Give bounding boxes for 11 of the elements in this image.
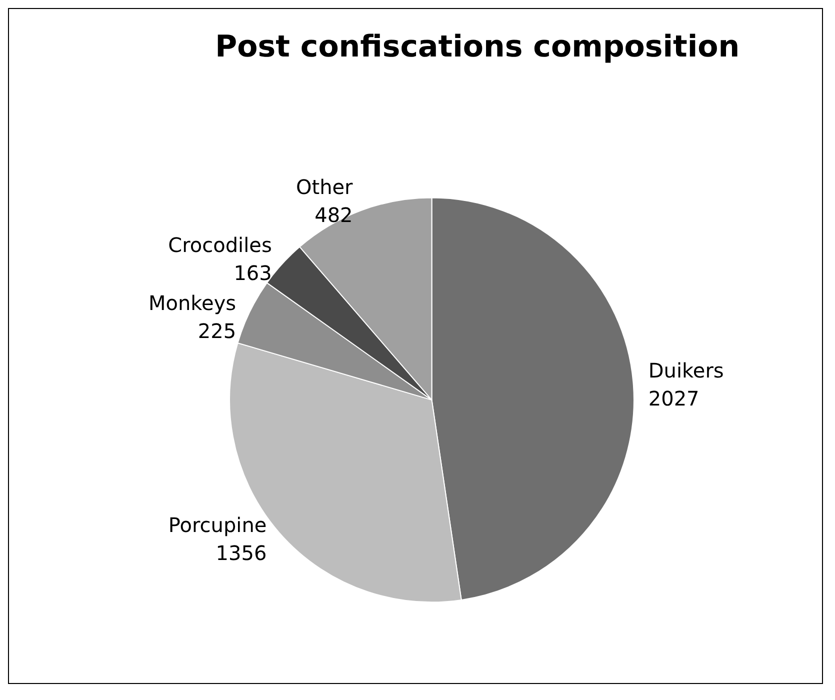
- slice-label: Crocodiles: [168, 233, 272, 258]
- data-label: 482: [314, 203, 353, 228]
- slice-label: Porcupine: [168, 513, 267, 538]
- data-label: 1356: [216, 541, 267, 566]
- data-label: 225: [198, 319, 236, 344]
- data-label: 2027: [648, 386, 700, 410]
- chart-title: Post confiscations composition: [215, 30, 740, 64]
- slice-label: Monkeys: [148, 291, 236, 316]
- slice-label: Other: [296, 175, 354, 200]
- data-label: 163: [234, 261, 272, 286]
- slice-label: Duikers: [648, 358, 724, 382]
